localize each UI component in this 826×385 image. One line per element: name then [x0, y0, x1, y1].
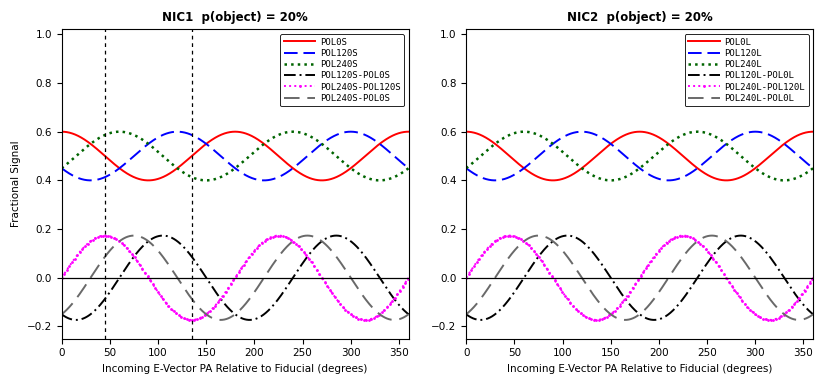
X-axis label: Incoming E-Vector PA Relative to Fiducial (degrees): Incoming E-Vector PA Relative to Fiducia…	[507, 364, 772, 374]
X-axis label: Incoming E-Vector PA Relative to Fiducial (degrees): Incoming E-Vector PA Relative to Fiducia…	[102, 364, 368, 374]
Title: NIC2  p(object) = 20%: NIC2 p(object) = 20%	[567, 11, 713, 24]
Title: NIC1  p(object) = 20%: NIC1 p(object) = 20%	[162, 11, 308, 24]
Legend: POL0L, POL120L, POL240L, POL120L-POL0L, POL240L-POL120L, POL240L-POL0L: POL0L, POL120L, POL240L, POL120L-POL0L, …	[685, 34, 809, 107]
Legend: POL0S, POL120S, POL240S, POL120S-POL0S, POL240S-POL120S, POL240S-POL0S: POL0S, POL120S, POL240S, POL120S-POL0S, …	[280, 34, 404, 107]
Y-axis label: Fractional Signal: Fractional Signal	[11, 141, 21, 227]
